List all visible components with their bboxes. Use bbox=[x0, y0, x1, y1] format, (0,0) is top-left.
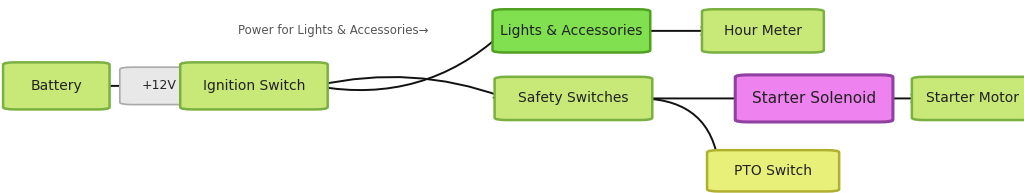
FancyBboxPatch shape bbox=[702, 9, 823, 52]
Text: Starter Solenoid: Starter Solenoid bbox=[752, 91, 877, 106]
FancyBboxPatch shape bbox=[735, 75, 893, 122]
Text: Starter Motor: Starter Motor bbox=[927, 91, 1019, 105]
Text: PTO Switch: PTO Switch bbox=[734, 164, 812, 178]
Text: Lights & Accessories: Lights & Accessories bbox=[500, 24, 643, 38]
FancyBboxPatch shape bbox=[180, 62, 328, 109]
Text: Ignition Switch: Ignition Switch bbox=[203, 79, 305, 93]
FancyBboxPatch shape bbox=[707, 150, 840, 191]
FancyBboxPatch shape bbox=[120, 67, 198, 105]
Text: Battery: Battery bbox=[31, 79, 82, 93]
FancyBboxPatch shape bbox=[3, 62, 110, 109]
FancyBboxPatch shape bbox=[911, 77, 1024, 120]
FancyBboxPatch shape bbox=[495, 77, 652, 120]
FancyBboxPatch shape bbox=[493, 9, 650, 52]
Text: Hour Meter: Hour Meter bbox=[724, 24, 802, 38]
Text: Safety Switches: Safety Switches bbox=[518, 91, 629, 105]
Text: Power for Lights & Accessories→: Power for Lights & Accessories→ bbox=[238, 24, 428, 37]
Text: +12V: +12V bbox=[141, 79, 176, 92]
